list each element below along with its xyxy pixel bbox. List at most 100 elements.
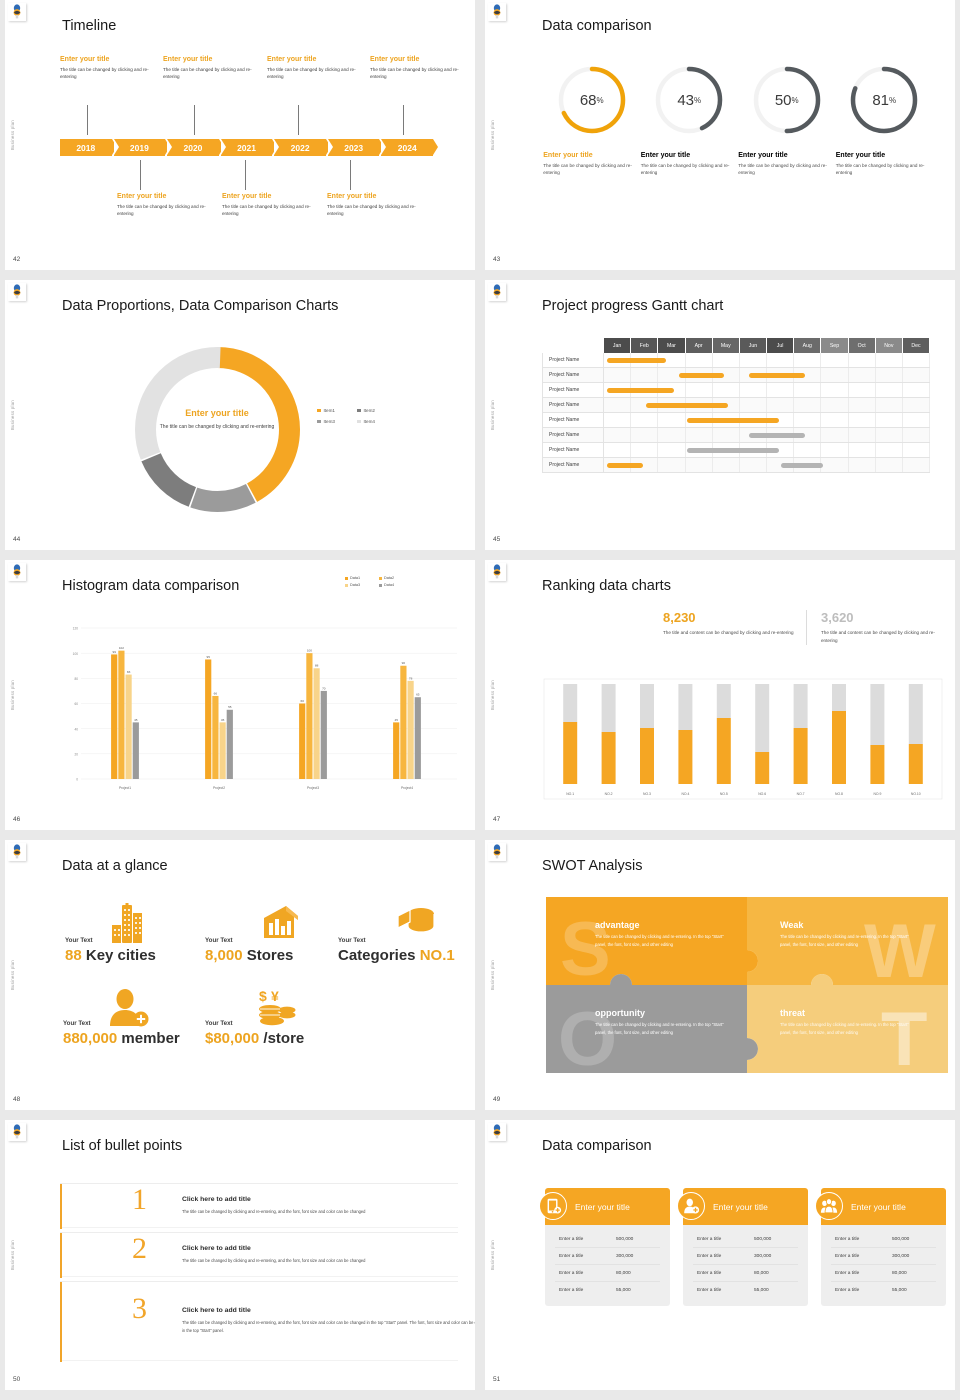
legend-item[interactable]: Item3 — [317, 419, 357, 424]
card-row-item[interactable]: Enter a title 80,000 — [831, 1265, 936, 1282]
gauge-caption-title: Enter your title — [640, 152, 691, 159]
gantt-row-label: Project Name — [542, 383, 604, 397]
legend-item[interactable]: Item2 — [357, 408, 397, 413]
gantt-row[interactable]: Project Name — [542, 443, 931, 458]
comparison-card-2[interactable]: Enter your title Enter a title 500,000 E… — [677, 1188, 808, 1306]
card-row-item[interactable]: Enter a title 500,000 — [831, 1231, 936, 1248]
gantt-bar[interactable] — [606, 357, 667, 364]
swot-piece-weakness[interactable]: Weak The title can be changed by clickin… — [780, 920, 910, 949]
slide-data-comparison-gauges: Business plan Data comparison 68% Enter … — [485, 0, 955, 270]
card-row-item[interactable]: Enter a title 300,000 — [831, 1248, 936, 1265]
gantt-row[interactable]: Project Name — [542, 353, 931, 368]
comparison-card-3[interactable]: Enter your title Enter a title 500,000 E… — [815, 1188, 946, 1306]
gauge-value: 81% — [846, 62, 922, 138]
card-row-item[interactable]: Enter a title 300,000 — [693, 1248, 798, 1265]
timeline-item-above-3[interactable]: Enter your title The title can be change… — [267, 56, 359, 80]
gantt-row-label: Project Name — [542, 428, 604, 442]
timeline-year-2022[interactable]: 2022 — [274, 139, 331, 156]
swot-piece-title: opportunity — [595, 1008, 645, 1018]
timeline-year-2019[interactable]: 2019 — [113, 139, 170, 156]
card-row-item[interactable]: Enter a title 55,000 — [693, 1282, 798, 1298]
donut-center-text[interactable]: Enter your title The title can be change… — [152, 408, 282, 432]
card-row-item[interactable]: Enter a title 55,000 — [555, 1282, 660, 1298]
timeline-item-body: The title can be changed by clicking and… — [163, 67, 252, 80]
card-row-label: Enter a title — [559, 1270, 584, 1276]
page-title: Histogram data comparison — [62, 578, 240, 594]
gantt-row[interactable]: Project Name — [542, 368, 931, 383]
gauge-card-4[interactable]: 81% Enter your title The title can be ch… — [836, 62, 934, 177]
legend-item[interactable]: Data3 — [345, 583, 379, 587]
ranking-stat-secondary[interactable]: 3,620 The title and content can be chang… — [806, 610, 949, 646]
card-row-item[interactable]: Enter a title 500,000 — [693, 1231, 798, 1248]
gantt-bar[interactable] — [646, 402, 728, 409]
timeline-item-body: The title can be changed by clicking and… — [117, 204, 206, 217]
gantt-bar[interactable] — [678, 372, 724, 379]
gantt-row[interactable]: Project Name — [542, 398, 931, 413]
gantt-bar[interactable] — [686, 417, 780, 424]
gauge-card-1[interactable]: 68% Enter your title The title can be ch… — [543, 62, 641, 177]
swot-piece-strength[interactable]: advantage The title can be changed by cl… — [595, 920, 725, 949]
gantt-row[interactable]: Project Name — [542, 458, 931, 473]
timeline-year-2018[interactable]: 2018 — [60, 139, 117, 156]
gantt-bar[interactable] — [686, 447, 780, 454]
gauge-value: 50% — [749, 62, 825, 138]
bullet-row-3[interactable]: 3 Click here to add title The title can … — [60, 1281, 475, 1362]
card-row-label: Enter a title — [835, 1253, 860, 1259]
svg-text:O: O — [558, 997, 617, 1073]
timeline-year-2020[interactable]: 2020 — [167, 139, 224, 156]
glance-item-stores[interactable]: Your Text 8,000 Stores — [205, 937, 293, 964]
gantt-row[interactable]: Project Name — [542, 428, 931, 443]
timeline-item-below-3[interactable]: Enter your title The title can be change… — [327, 193, 419, 217]
card-header[interactable]: Enter your title — [815, 1188, 946, 1225]
vertical-brand-label: Business plan — [490, 960, 495, 990]
ranking-stats: 8,230 The title and content can be chang… — [663, 610, 949, 646]
gantt-row[interactable]: Project Name — [542, 413, 931, 428]
gantt-bar[interactable] — [606, 387, 675, 394]
comparison-card-1[interactable]: Enter your title Enter a title 500,000 E… — [539, 1188, 670, 1306]
card-header[interactable]: Enter your title — [539, 1188, 670, 1225]
swot-piece-opportunity[interactable]: opportunity The title can be changed by … — [595, 1008, 725, 1037]
legend-item[interactable]: Data4 — [379, 583, 413, 587]
card-row-item[interactable]: Enter a title 80,000 — [693, 1265, 798, 1282]
gantt-bar[interactable] — [780, 462, 823, 469]
timeline-year-2021[interactable]: 2021 — [220, 139, 277, 156]
card-row-item[interactable]: Enter a title 80,000 — [555, 1265, 660, 1282]
legend-item[interactable]: Item4 — [357, 419, 397, 424]
ranking-stat-primary[interactable]: 8,230 The title and content can be chang… — [663, 610, 806, 645]
gantt-row-label: Project Name — [542, 368, 604, 382]
gauge-suffix: % — [889, 95, 897, 105]
legend-item[interactable]: Data1 — [345, 576, 379, 580]
card-row-item[interactable]: Enter a title 55,000 — [831, 1282, 936, 1298]
timeline-year-2023[interactable]: 2023 — [327, 139, 385, 156]
timeline-year-2024[interactable]: 2024 — [381, 139, 438, 156]
svg-text:100: 100 — [307, 649, 312, 653]
card-row-item[interactable]: Enter a title 500,000 — [555, 1231, 660, 1248]
gantt-row[interactable]: Project Name — [542, 383, 931, 398]
gantt-row-label: Project Name — [542, 353, 604, 367]
card-header[interactable]: Enter your title — [677, 1188, 808, 1225]
timeline-item-below-2[interactable]: Enter your title The title can be change… — [222, 193, 314, 217]
money-coins-icon: $ ¥ — [258, 988, 298, 1033]
glance-item-per-store[interactable]: Your Text $80,000 /store — [205, 1020, 304, 1047]
legend-swatch-icon — [317, 419, 321, 424]
gantt-bar[interactable] — [606, 462, 644, 469]
bullet-row-2[interactable]: 2 Click here to add title The title can … — [60, 1232, 458, 1278]
card-row-item[interactable]: Enter a title 300,000 — [555, 1248, 660, 1265]
gantt-corner-cell — [542, 338, 604, 353]
glance-item-categories[interactable]: Your Text Categories NO.1 — [338, 937, 455, 964]
timeline-item-above-4[interactable]: Enter your title The title can be change… — [370, 56, 462, 80]
gantt-bar[interactable] — [749, 432, 806, 439]
timeline-item-below-1[interactable]: Enter your title The title can be change… — [117, 193, 209, 217]
legend-item[interactable]: Item1 — [317, 408, 357, 413]
gauge-card-2[interactable]: 43% Enter your title The title can be ch… — [641, 62, 739, 177]
timeline-item-above-2[interactable]: Enter your title The title can be change… — [163, 56, 255, 80]
glance-item-member[interactable]: Your Text 880,000 member — [63, 1020, 180, 1047]
bullet-row-1[interactable]: 1 Click here to add title The title can … — [60, 1183, 458, 1229]
gantt-bar[interactable] — [749, 372, 806, 379]
glance-item-key-cities[interactable]: Your Text 88 Key cities — [65, 937, 156, 964]
swot-piece-threat[interactable]: threat The title can be changed by click… — [780, 1008, 910, 1037]
gauge-card-3[interactable]: 50% Enter your title The title can be ch… — [738, 62, 836, 177]
card-row-value: 500,000 — [892, 1236, 910, 1242]
timeline-item-above-1[interactable]: Enter your title The title can be change… — [60, 56, 152, 80]
legend-item[interactable]: Data2 — [379, 576, 413, 580]
